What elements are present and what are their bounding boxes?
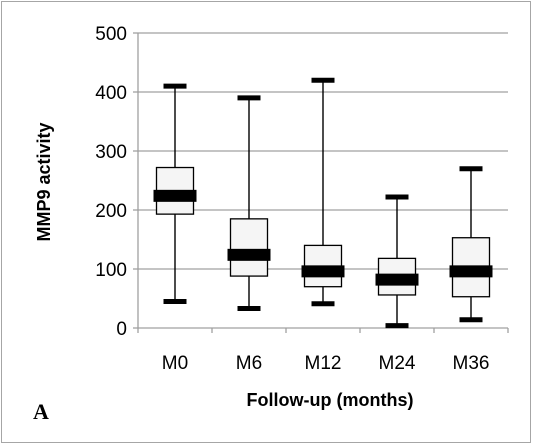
box-m24	[375, 194, 419, 329]
box-m36	[449, 166, 493, 323]
y-tick-label-200: 200	[95, 201, 127, 222]
median-bar-m6	[227, 248, 271, 261]
axes	[133, 32, 509, 333]
tick-labels: 0 100 200 300 400 500 M0 M6 M12 M24 M36	[95, 24, 489, 374]
x-tick-label-m36: M36	[453, 353, 490, 374]
x-axis-title: Follow-up (months)	[247, 390, 414, 410]
iqr-box-m6	[229, 218, 269, 277]
median-bar-m12	[301, 265, 345, 278]
y-tick-label-500: 500	[95, 24, 127, 45]
x-tick-label-m12: M12	[305, 353, 342, 374]
boxes	[153, 77, 493, 329]
y-tick-label-300: 300	[95, 142, 127, 163]
median-bar-m36	[449, 265, 493, 278]
box-m12	[301, 77, 345, 307]
y-tick-label-400: 400	[95, 83, 127, 104]
box-m6	[227, 95, 271, 312]
box-m0	[153, 83, 197, 304]
x-tick-label-m6: M6	[236, 353, 262, 374]
y-tick-label-100: 100	[95, 260, 127, 281]
median-bar-m0	[153, 189, 197, 202]
y-tick-label-0: 0	[116, 319, 127, 340]
x-tick-label-m0: M0	[162, 353, 188, 374]
x-tick-label-m24: M24	[379, 353, 416, 374]
median-bar-m24	[375, 273, 419, 286]
y-axis-title: MMP9 activity	[34, 122, 54, 241]
panel-label: A	[33, 399, 49, 424]
